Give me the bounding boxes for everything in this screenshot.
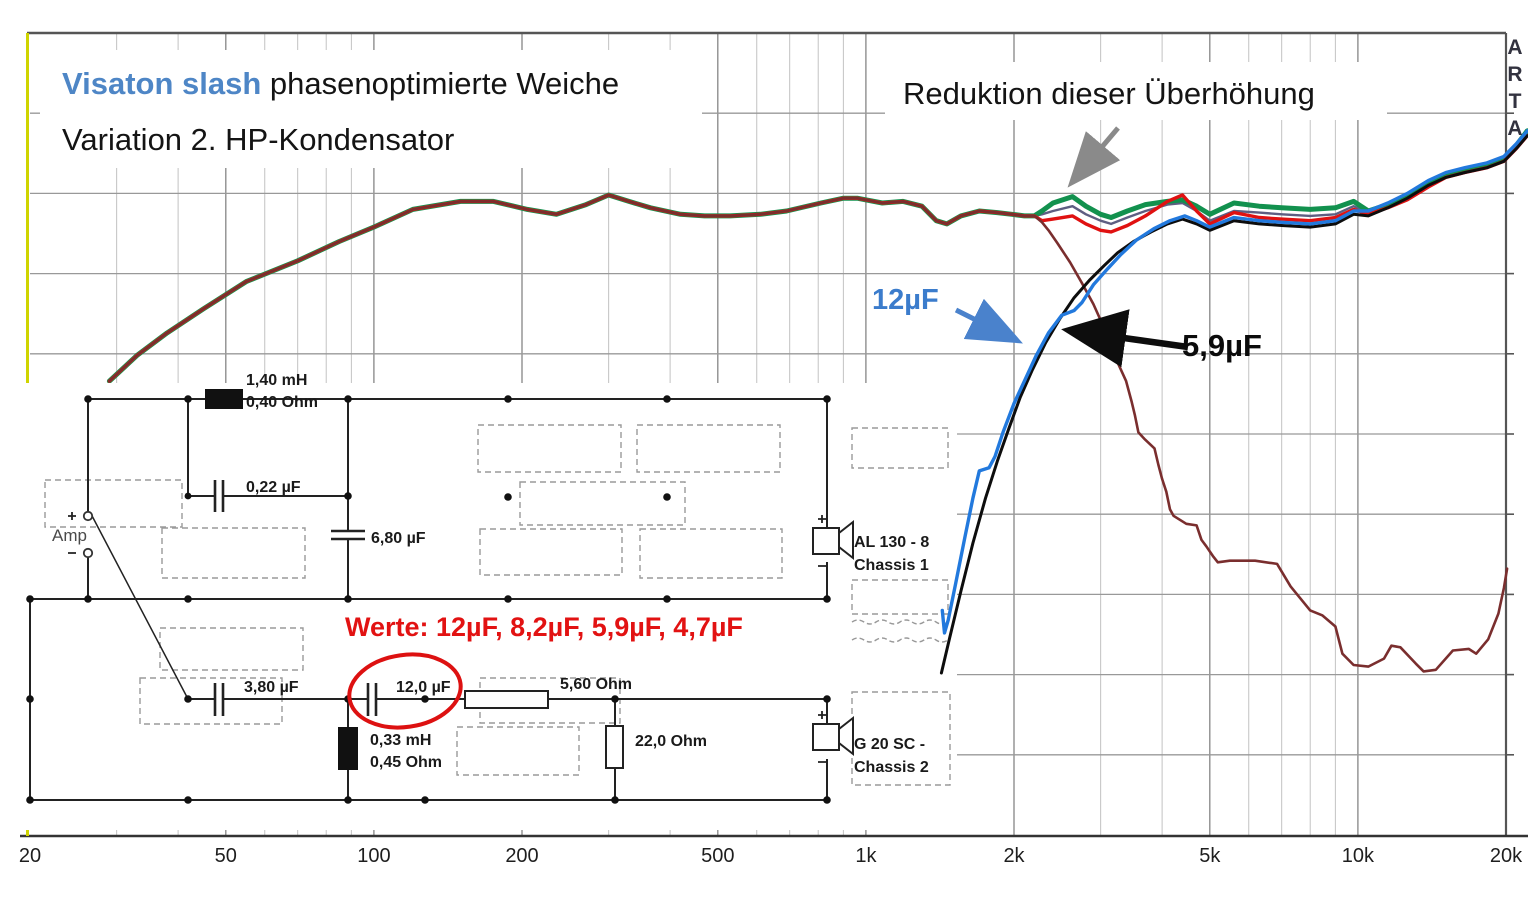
placeholder-boxes — [44, 424, 951, 786]
x-tick-label-5k: 5k — [1199, 845, 1221, 867]
x-tick-label-20k: 20k — [1490, 845, 1523, 867]
reduktion-arrow — [1067, 126, 1121, 188]
capacitor-symbols — [213, 480, 378, 716]
cap12-annotation: 12µF — [872, 284, 939, 316]
arta-letter: A — [1507, 117, 1523, 140]
crossover-schematic — [0, 383, 957, 830]
series-black — [939, 134, 1528, 675]
amp-feed-wire — [89, 511, 189, 700]
x-tick-label-1k: 1k — [855, 845, 877, 867]
cap-380-value: 3,80 µF — [244, 679, 299, 696]
junction-dots — [26, 395, 831, 804]
cap59-annotation: 5,9µF — [1182, 328, 1262, 363]
highlight-ellipse — [347, 652, 463, 730]
x-tick-label-20: 20 — [19, 845, 41, 867]
title-highlight: Visaton slash — [62, 66, 262, 101]
curves-front — [939, 129, 1528, 675]
series-blue — [940, 129, 1528, 635]
title-rest: phasenoptimierte Weiche — [261, 66, 620, 101]
arta-letter: T — [1508, 90, 1522, 113]
resistor-220-value: 22,0 Ohm — [635, 733, 708, 750]
x-axis-tick-labels: 20 50 100 200 500 1k 2k 5k 10k 20k — [19, 845, 1523, 867]
x-tick-label-100: 100 — [357, 845, 390, 867]
speaker-2-chassis: Chassis 2 — [854, 759, 929, 776]
inductor-1-resistance: 0,40 Ohm — [246, 394, 319, 411]
resistor-560-value: 5,60 Ohm — [560, 676, 633, 693]
resistor-220-symbol — [605, 725, 624, 769]
arta-watermark: A R T A — [1504, 34, 1526, 142]
arta-letter: R — [1507, 63, 1523, 86]
wavy-marks — [851, 619, 949, 643]
x-tick-label-50: 50 — [215, 845, 237, 867]
chart-title: Visaton slash phasenoptimierte Weiche Va… — [62, 56, 619, 168]
schematic-backing — [0, 383, 957, 830]
inductor-2-symbol — [338, 727, 358, 770]
x-tick-label-200: 200 — [505, 845, 538, 867]
cap-680-value: 6,80 µF — [371, 530, 426, 547]
inductor-2-value: 0,33 mH — [370, 732, 432, 749]
speaker-1-symbol — [812, 515, 854, 567]
speaker-1-model: AL 130 - 8 — [854, 534, 930, 551]
amp-label: Amp — [52, 526, 87, 545]
x-tick-label-2k: 2k — [1003, 845, 1025, 867]
arta-letter: A — [1507, 36, 1523, 59]
cap12-arrow — [954, 298, 1023, 344]
title-backing — [40, 50, 702, 168]
cap59-arrow — [1061, 309, 1189, 368]
inductor-2-resistance: 0,45 Ohm — [370, 754, 443, 771]
reduktion-annotation: Reduktion dieser Überhöhung — [903, 76, 1315, 111]
title-line-1: Visaton slash phasenoptimierte Weiche — [62, 56, 619, 112]
x-tick-label-500: 500 — [701, 845, 734, 867]
schematic-wires — [29, 398, 828, 801]
amp-terminals — [68, 510, 94, 559]
cap-022-value: 0,22 µF — [246, 479, 301, 496]
x-tick-label-10k: 10k — [1342, 845, 1375, 867]
inductor-1-value: 1,40 mH — [246, 372, 308, 389]
werte-annotation: Werte: 12µF, 8,2µF, 5,9µF, 4,7µF — [345, 612, 743, 642]
cap-120-value: 12,0 µF — [396, 679, 451, 696]
inductor-1-symbol — [205, 389, 243, 409]
resistor-560-symbol — [464, 690, 549, 709]
annotation-backing — [885, 62, 1387, 120]
speaker-2-symbol — [812, 711, 854, 763]
title-line-2: Variation 2. HP-Kondensator — [62, 122, 455, 157]
speaker-1-chassis: Chassis 1 — [854, 557, 929, 574]
speaker-2-model: G 20 SC - — [854, 736, 926, 753]
